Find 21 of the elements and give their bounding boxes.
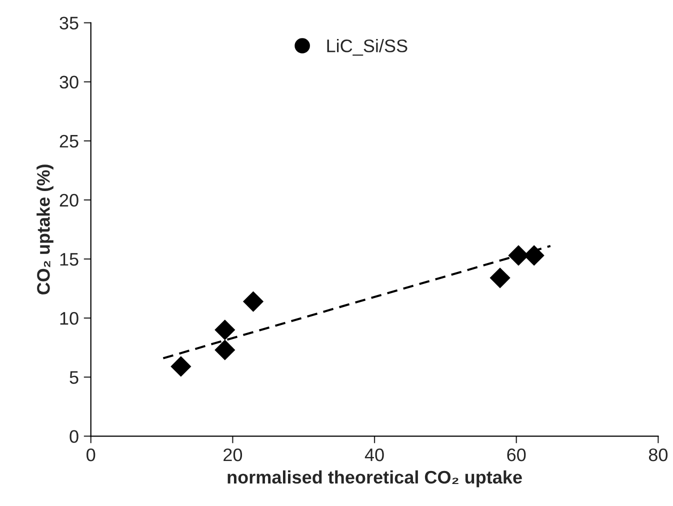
x-tick-label: 60 (507, 448, 526, 462)
y-axis-title: CO₂ uptake (%) (36, 164, 54, 294)
y-tick-label: 10 (60, 312, 78, 325)
x-tick-label: 0 (86, 448, 96, 462)
x-tick-label: 80 (648, 448, 668, 462)
y-tick-label: 35 (60, 16, 78, 30)
y-tick-label: 25 (60, 134, 78, 148)
legend-label: LiC_Si/SS (327, 39, 408, 56)
y-tick-label: 5 (70, 371, 78, 384)
point (214, 340, 236, 360)
y-tick-label: 0 (70, 430, 78, 443)
point (490, 268, 510, 288)
point (242, 291, 264, 312)
y-tick-label: 30 (60, 76, 78, 89)
y-tick-label: 20 (60, 194, 78, 207)
x-tick-label: 20 (224, 448, 242, 462)
x-axis-title: normalised theoretical CO₂ uptake (228, 470, 522, 488)
point (214, 320, 236, 340)
point (170, 356, 192, 377)
y-tick-label: 15 (60, 253, 78, 266)
x-tick-label: 40 (364, 448, 384, 462)
